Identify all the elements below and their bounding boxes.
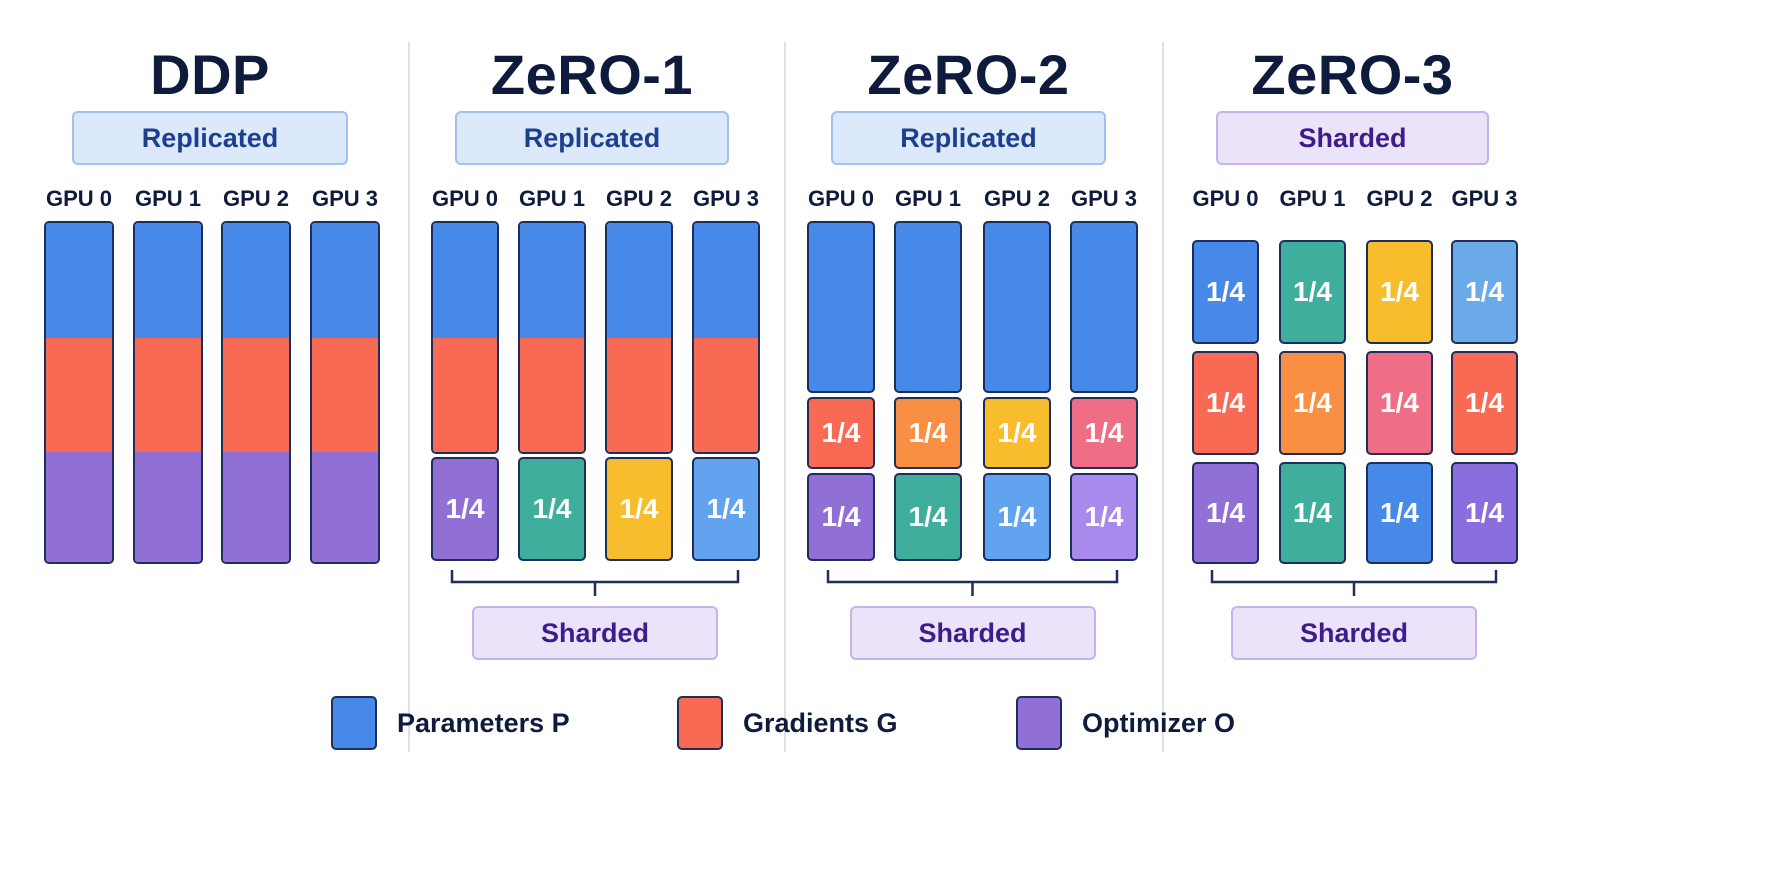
gpu-label: GPU 2 (222, 186, 290, 211)
optimizer-shard: 1/4 (431, 457, 499, 561)
gpu-memory-stack (133, 221, 203, 564)
gpu-memory-stack (518, 221, 586, 454)
legend-label: Gradients G (743, 707, 898, 738)
gradient-shard: 1/4 (1451, 351, 1518, 455)
optimizer-shard: 1/4 (1070, 473, 1138, 561)
panel-divider (408, 42, 410, 752)
gpu-label: GPU 3 (1451, 186, 1518, 211)
parameter-shard: 1/4 (1451, 240, 1518, 344)
state-pill-sharded: Sharded (1231, 606, 1477, 660)
gpu-label: GPU 0 (431, 186, 499, 211)
gpu-label: GPU 3 (311, 186, 379, 211)
state-pill-sharded: Sharded (1216, 111, 1489, 165)
parameter-shard: 1/4 (1366, 240, 1433, 344)
optimizer-shard: 1/4 (983, 473, 1051, 561)
panel-divider (1162, 42, 1164, 752)
parameters-segment (223, 223, 289, 338)
optimizer-segment (223, 452, 289, 562)
gpu-label: GPU 2 (1366, 186, 1433, 211)
gpu-label: GPU 0 (1192, 186, 1259, 211)
gradients-segment (520, 338, 584, 452)
optimizer-segment (46, 452, 112, 562)
shard-bracket (826, 570, 1119, 596)
gpu-label: GPU 0 (45, 186, 113, 211)
optimizer-shard: 1/4 (1366, 462, 1433, 564)
parameters-segment (694, 223, 758, 338)
panel-title: DDP (150, 43, 270, 106)
gpu-label: GPU 3 (1070, 186, 1138, 211)
parameters-segment (520, 223, 584, 338)
legend-label: Optimizer O (1082, 707, 1236, 738)
gpu-label: GPU 0 (807, 186, 875, 211)
gradient-shard: 1/4 (1192, 351, 1259, 455)
gpu-memory-stack (44, 221, 114, 564)
gpu-memory-stack (431, 221, 499, 454)
parameters-segment (894, 221, 962, 393)
gradients-segment (694, 338, 758, 452)
state-pill-sharded: Sharded (849, 606, 1096, 660)
state-pill-replicated: Replicated (831, 111, 1106, 165)
shard-bracket (450, 570, 740, 596)
panel-divider (784, 42, 786, 752)
parameters-segment (46, 223, 112, 338)
gpu-memory-stack (605, 221, 673, 454)
state-pill-replicated: Replicated (72, 111, 348, 165)
state-pill-sharded: Sharded (472, 606, 718, 660)
parameters-segment (983, 221, 1051, 393)
gradient-shard: 1/4 (983, 397, 1051, 469)
optimizer-shard: 1/4 (807, 473, 875, 561)
parameters-segment (1070, 221, 1138, 393)
parameter-shard: 1/4 (1279, 240, 1346, 344)
optimizer-shard: 1/4 (1192, 462, 1259, 564)
parameters-segment (135, 223, 201, 338)
legend-item: Gradients G (677, 696, 898, 750)
parameters-segment (433, 223, 497, 338)
legend-swatch (331, 696, 377, 750)
gradient-shard: 1/4 (1070, 397, 1138, 469)
gpu-label: GPU 1 (894, 186, 962, 211)
gpu-memory-stack (692, 221, 760, 454)
optimizer-shard: 1/4 (894, 473, 962, 561)
gradients-segment (46, 338, 112, 452)
gradient-shard: 1/4 (894, 397, 962, 469)
panel-title: ZeRO-2 (867, 43, 1070, 106)
legend-label: Parameters P (397, 707, 570, 738)
gradients-segment (312, 338, 378, 452)
gpu-label: GPU 2 (605, 186, 673, 211)
gpu-label: GPU 1 (1279, 186, 1346, 211)
gpu-label: GPU 1 (518, 186, 586, 211)
optimizer-segment (135, 452, 201, 562)
panel-title: ZeRO-1 (490, 43, 694, 106)
parameters-segment (807, 221, 875, 393)
optimizer-shard: 1/4 (605, 457, 673, 561)
optimizer-shard: 1/4 (1451, 462, 1518, 564)
optimizer-segment (312, 452, 378, 562)
parameters-segment (607, 223, 671, 338)
gpu-memory-stack (221, 221, 291, 564)
optimizer-shard: 1/4 (518, 457, 586, 561)
gradients-segment (135, 338, 201, 452)
gpu-label: GPU 3 (692, 186, 760, 211)
state-pill-replicated: Replicated (455, 111, 729, 165)
gradient-shard: 1/4 (807, 397, 875, 469)
optimizer-shard: 1/4 (1279, 462, 1346, 564)
parameter-shard: 1/4 (1192, 240, 1259, 344)
gradients-segment (607, 338, 671, 452)
shard-bracket (1210, 570, 1498, 596)
legend-item: Parameters P (331, 696, 570, 750)
parameters-segment (312, 223, 378, 338)
panel-title: ZeRO-3 (1251, 43, 1454, 106)
gpu-memory-stack (310, 221, 380, 564)
gpu-label: GPU 2 (983, 186, 1051, 211)
gradient-shard: 1/4 (1279, 351, 1346, 455)
legend-item: Optimizer O (1016, 696, 1235, 750)
gpu-label: GPU 1 (134, 186, 202, 211)
optimizer-shard: 1/4 (692, 457, 760, 561)
legend-swatch (677, 696, 723, 750)
gradients-segment (223, 338, 289, 452)
gradients-segment (433, 338, 497, 452)
gradient-shard: 1/4 (1366, 351, 1433, 455)
legend-swatch (1016, 696, 1062, 750)
